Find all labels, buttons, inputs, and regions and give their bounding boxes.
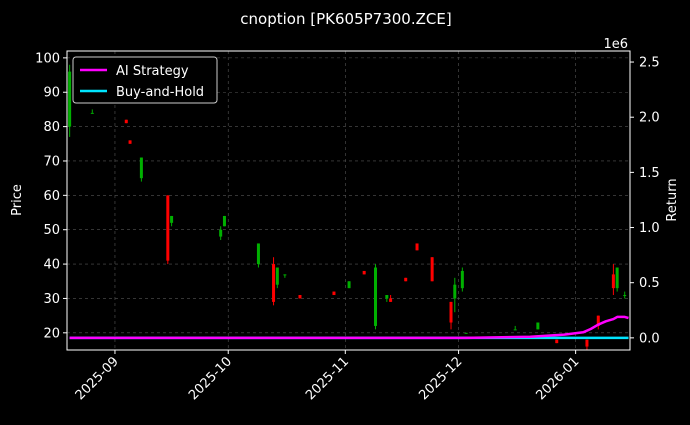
y-tick-label: 70 (43, 154, 60, 169)
y-tick-label: 50 (43, 223, 60, 238)
candle-body (555, 339, 559, 344)
legend: AI Strategy Buy-and-Hold (72, 56, 218, 104)
candle-body (347, 281, 351, 289)
candle-body (68, 71, 72, 127)
candlestick-series (68, 64, 627, 350)
plot-frame (66, 50, 631, 351)
candle-body (298, 295, 302, 299)
candle-body (219, 229, 223, 237)
candle-body (332, 291, 336, 296)
y-axis-label: Price (10, 184, 25, 216)
y-tick-label: 30 (43, 292, 60, 307)
y2-tick-label: 2.0 (639, 111, 660, 126)
candle-body (430, 257, 434, 282)
y-axis-right: 0.0 0.5 1.0 1.5 2.0 2.5 (630, 56, 660, 346)
legend-ai-strategy-label: AI Strategy (116, 64, 189, 79)
candle-body (272, 264, 276, 302)
legend-buy-and-hold-label: Buy-and-Hold (116, 85, 204, 100)
candle-body (404, 277, 408, 282)
y2-tick-label: 1.0 (639, 221, 660, 236)
chart-title: cnoption [PK605P7300.ZCE] (240, 10, 451, 28)
candle-body (623, 295, 627, 297)
candle-body (362, 270, 366, 275)
candle-body (615, 267, 619, 289)
candle-body (373, 267, 377, 326)
candle-body (536, 322, 540, 330)
ai-strategy-line (69, 315, 629, 340)
y-tick-label: 90 (43, 86, 60, 101)
candle-body (415, 243, 419, 251)
return-lines (69, 315, 629, 340)
candle-body (283, 274, 287, 276)
y-tick-label: 20 (43, 326, 60, 341)
y2-tick-label: 0.5 (639, 276, 660, 291)
candle-body (275, 267, 279, 285)
candle-body (513, 329, 517, 331)
candle-body (389, 298, 393, 302)
candle-body (128, 140, 132, 144)
y2-tick-label: 2.5 (639, 56, 660, 71)
legend-box (72, 56, 218, 104)
y-tick-label: 80 (43, 120, 60, 135)
y2-tick-label: 0.0 (639, 331, 660, 346)
candle-body (124, 119, 128, 124)
candle-body (90, 112, 94, 114)
y-tick-label: 100 (35, 51, 60, 66)
candle-body (256, 243, 260, 265)
candle-body (449, 301, 453, 323)
candle-body (453, 284, 457, 299)
y2-tick-label: 1.5 (639, 166, 660, 181)
y2-axis-multiplier: 1e6 (603, 37, 628, 52)
candle-body (460, 270, 464, 289)
candle-body (170, 215, 174, 223)
y-tick-label: 40 (43, 258, 60, 273)
candle-body (596, 315, 600, 326)
candle-body (585, 339, 589, 347)
y2-axis-label: Return (665, 178, 680, 221)
candle-body (139, 157, 143, 179)
candle-body (464, 332, 468, 334)
candle-body (222, 215, 226, 227)
y-axis-left: 20 30 40 50 60 70 80 90 100 (35, 51, 67, 341)
candle-body (166, 195, 170, 261)
candle-body (611, 274, 615, 289)
candle-body (385, 295, 389, 299)
y-tick-label: 60 (43, 189, 60, 204)
